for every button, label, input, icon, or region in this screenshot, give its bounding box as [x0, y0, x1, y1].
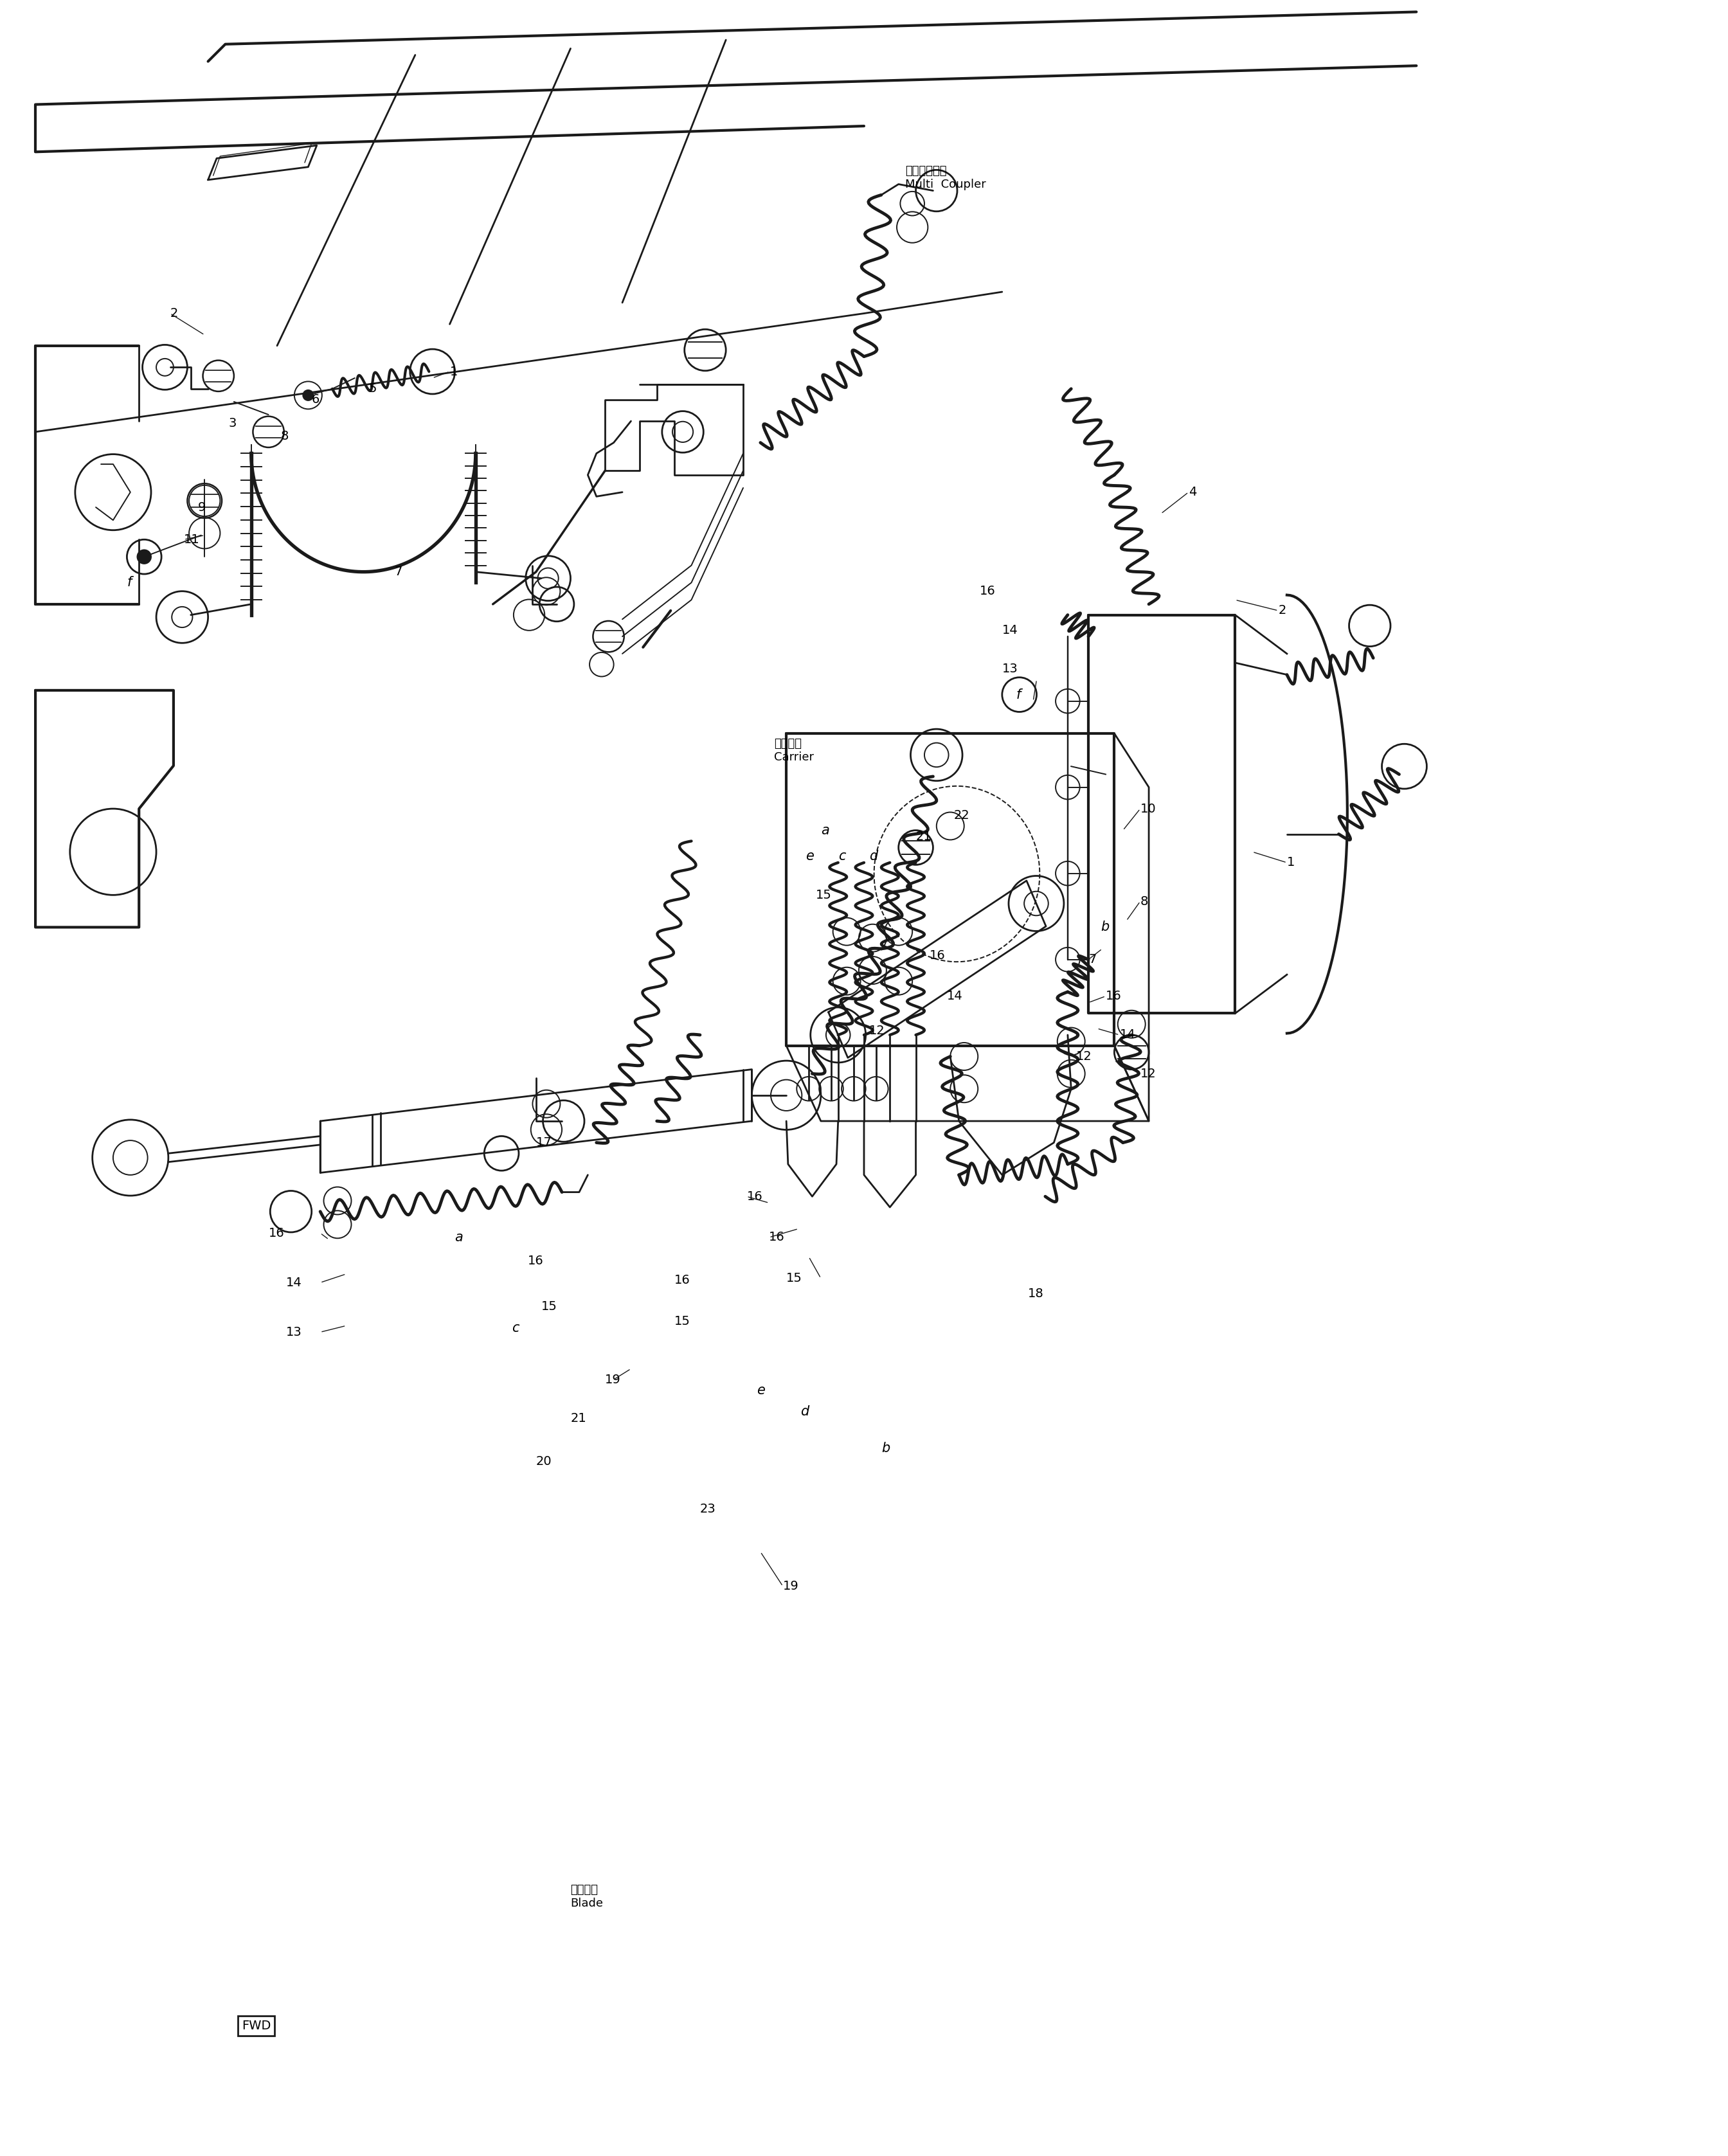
Text: 10: 10	[1140, 802, 1156, 815]
Text: c: c	[838, 849, 845, 862]
Text: 12: 12	[869, 1024, 885, 1037]
Circle shape	[137, 550, 150, 563]
Text: 16: 16	[1106, 990, 1121, 1003]
Text: マルチカプラ
Multi  Coupler: マルチカプラ Multi Coupler	[905, 166, 987, 190]
Text: 1: 1	[449, 367, 458, 377]
Text: 16: 16	[769, 1231, 785, 1244]
Text: 2: 2	[1279, 604, 1286, 617]
Text: 8: 8	[1140, 895, 1147, 908]
Text: 16: 16	[527, 1255, 543, 1268]
Text: 20: 20	[536, 1455, 551, 1468]
Text: 12: 12	[1140, 1067, 1156, 1080]
Text: 6: 6	[311, 392, 320, 405]
Text: ブレード
Blade: ブレード Blade	[570, 1884, 603, 1908]
Text: b: b	[1101, 921, 1109, 934]
Text: f: f	[126, 576, 131, 589]
Text: 14: 14	[285, 1276, 302, 1289]
Text: d: d	[800, 1406, 809, 1419]
Text: 19: 19	[605, 1373, 620, 1386]
Text: d: d	[869, 849, 878, 862]
Text: 19: 19	[783, 1580, 798, 1593]
Text: 16: 16	[930, 949, 945, 962]
Text: e: e	[805, 849, 814, 862]
Text: 15: 15	[816, 888, 831, 901]
Text: 7: 7	[394, 565, 403, 578]
Text: 16: 16	[674, 1274, 689, 1287]
Text: 11: 11	[183, 533, 200, 545]
Text: 23: 23	[700, 1503, 715, 1516]
Text: 14: 14	[947, 990, 962, 1003]
Text: b: b	[881, 1442, 890, 1455]
Text: 22: 22	[954, 808, 969, 821]
Text: 9: 9	[197, 500, 206, 513]
Text: 8: 8	[280, 429, 289, 442]
Text: 16: 16	[746, 1190, 762, 1203]
Text: 21: 21	[570, 1412, 586, 1425]
Text: 1: 1	[1287, 856, 1294, 869]
Text: 16: 16	[268, 1227, 285, 1240]
Text: 15: 15	[541, 1300, 556, 1313]
Text: 7: 7	[1089, 953, 1096, 966]
Text: a: a	[454, 1231, 463, 1244]
Text: 16: 16	[980, 584, 995, 597]
Text: 4: 4	[1189, 485, 1196, 498]
Text: f: f	[1016, 688, 1021, 701]
Text: 21: 21	[916, 830, 931, 843]
Text: 13: 13	[1002, 662, 1018, 675]
Text: 15: 15	[786, 1272, 802, 1285]
Text: キャリヤ
Carrier: キャリヤ Carrier	[774, 737, 814, 763]
Text: 3: 3	[228, 416, 237, 429]
Circle shape	[302, 390, 313, 401]
Text: FWD: FWD	[242, 2020, 271, 2031]
Text: 2: 2	[169, 308, 178, 319]
Text: 13: 13	[285, 1326, 302, 1339]
Text: 18: 18	[1028, 1287, 1044, 1300]
Text: 5: 5	[368, 382, 377, 395]
Text: 14: 14	[1120, 1028, 1135, 1041]
Text: 15: 15	[674, 1315, 689, 1328]
Text: c: c	[511, 1322, 518, 1335]
Text: 17: 17	[536, 1136, 551, 1149]
Text: 14: 14	[1002, 623, 1018, 636]
Text: 12: 12	[1077, 1050, 1092, 1063]
Text: a: a	[821, 824, 829, 837]
Text: e: e	[757, 1384, 766, 1397]
